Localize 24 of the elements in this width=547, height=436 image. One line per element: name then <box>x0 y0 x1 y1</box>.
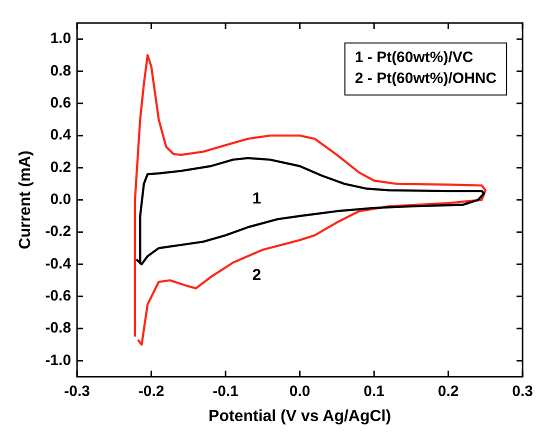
y-tick-label: -1.0 <box>45 352 72 369</box>
y-tick-label: 1.0 <box>50 30 72 48</box>
x-axis-title: Potential (V vs Ag/AgCl) <box>208 408 392 425</box>
x-tick-label: 0.2 <box>438 382 459 400</box>
y-tick-label: 0.4 <box>50 126 72 144</box>
annotation: 2 <box>252 267 262 284</box>
x-tick-label: 0.0 <box>289 382 310 400</box>
annotation: 2 - Pt(60wt%)/OHNC <box>354 70 497 88</box>
y-tick-label: 0.0 <box>50 191 72 208</box>
annotation: 1 <box>252 190 262 208</box>
x-tick-label: 0.3 <box>512 382 534 400</box>
y-axis-title: Current (mA) <box>17 150 34 250</box>
x-tick-label: -0.1 <box>212 382 238 400</box>
y-tick-label: 0.2 <box>50 158 72 176</box>
annotation: 1 - Pt(60wt%)/VC <box>354 49 474 66</box>
y-tick-label: 0.6 <box>50 94 72 112</box>
x-tick-label: -0.3 <box>64 382 90 400</box>
x-tick-label: -0.2 <box>138 382 164 400</box>
y-tick-label: -0.8 <box>45 320 72 337</box>
x-tick-label: 0.1 <box>364 382 384 400</box>
y-tick-label: -0.2 <box>45 223 72 240</box>
y-tick-label: -0.4 <box>45 255 72 272</box>
y-tick-label: 0.8 <box>50 62 72 80</box>
y-tick-label: -0.6 <box>45 288 72 305</box>
